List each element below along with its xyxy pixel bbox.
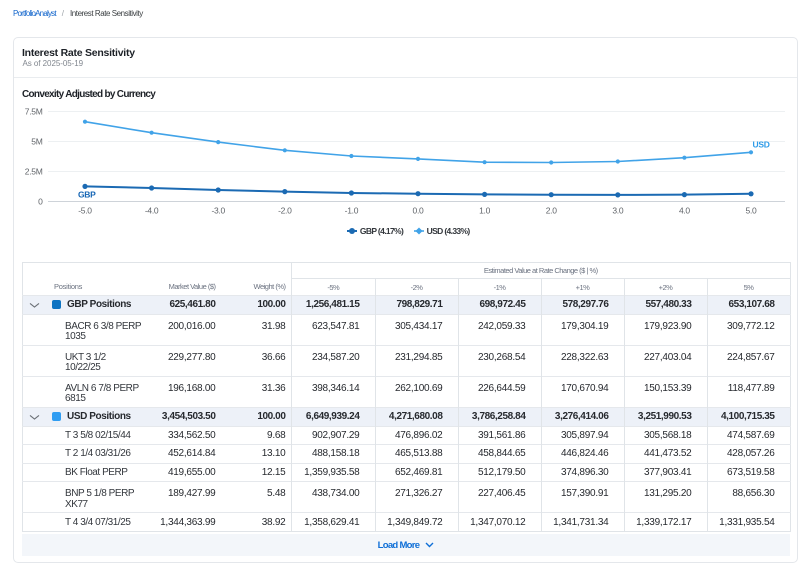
- svg-text:-3.0: -3.0: [211, 206, 225, 216]
- svg-text:USD: USD: [753, 140, 770, 150]
- svg-text:3.0: 3.0: [612, 206, 623, 216]
- svg-text:-1.0: -1.0: [345, 206, 359, 216]
- svg-text:5M: 5M: [31, 137, 42, 147]
- svg-text:-4.0: -4.0: [145, 206, 159, 216]
- svg-text:7.5M: 7.5M: [25, 107, 43, 117]
- svg-text:5.0: 5.0: [746, 206, 757, 216]
- svg-text:GBP: GBP: [78, 190, 96, 200]
- svg-text:4.0: 4.0: [679, 206, 690, 216]
- svg-text:0: 0: [38, 197, 43, 207]
- svg-text:-2.0: -2.0: [278, 206, 292, 216]
- svg-text:1.0: 1.0: [479, 206, 490, 216]
- svg-text:2.5M: 2.5M: [25, 167, 43, 177]
- svg-text:-5.0: -5.0: [78, 206, 92, 216]
- svg-text:2.0: 2.0: [546, 206, 557, 216]
- svg-text:0.0: 0.0: [413, 206, 424, 216]
